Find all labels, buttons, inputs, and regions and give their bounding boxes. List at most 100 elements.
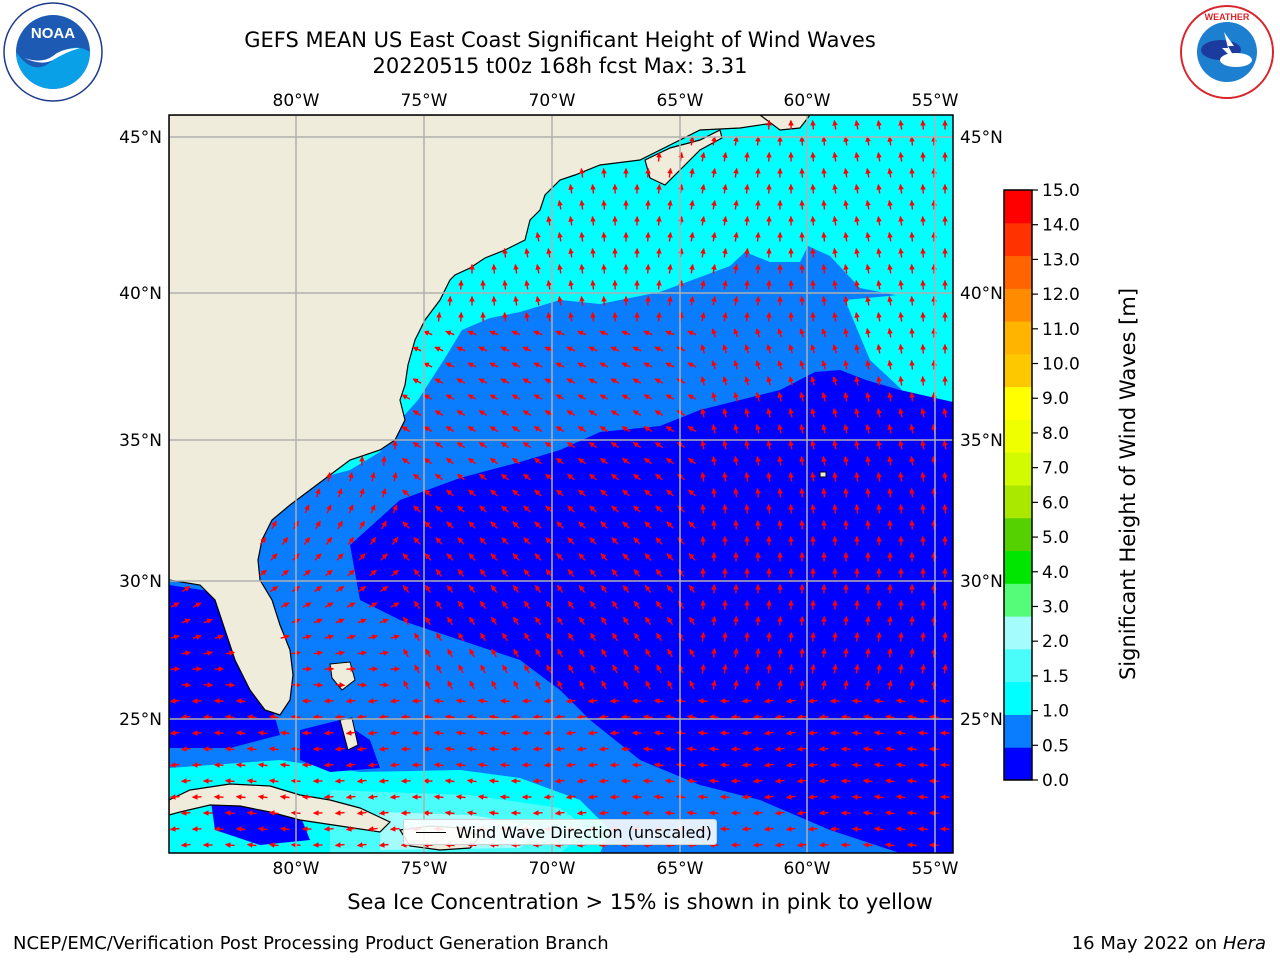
wind-wave-arrow [769,217,770,226]
wind-wave-arrow [534,717,543,718]
wind-wave-arrow [890,489,891,498]
wind-wave-arrow [655,765,664,766]
footer-date: 16 May 2022 on Hera [1072,933,1266,954]
wind-wave-arrow [813,313,814,322]
wind-wave-arrow [714,649,715,658]
wind-wave-arrow [725,505,726,514]
wind-wave-arrow [325,797,334,798]
lon-label: 70°W [529,91,576,111]
colorbar-tick-label: 10.0 [1042,355,1080,375]
wind-wave-arrow [813,121,814,130]
wind-wave-arrow [923,121,924,130]
wind-wave-arrow [501,797,510,798]
lon-labels-bottom: 80°W 75°W 70°W 65°W 60°W 55°W [273,859,959,879]
wind-wave-arrow [380,845,389,846]
wind-wave-arrow [490,717,499,718]
wind-wave-arrow [912,521,913,530]
wind-wave-arrow [802,297,803,306]
wind-wave-arrow [743,765,752,766]
wind-wave-arrow [182,749,191,750]
colorbar-segment [1004,583,1032,616]
wind-wave-arrow [644,781,653,782]
wind-wave-arrow [769,281,770,290]
wind-wave-arrow [604,233,605,242]
wind-wave-arrow [791,633,792,642]
wind-wave-arrow [593,217,594,226]
wind-wave-arrow [824,137,825,146]
wind-wave-arrow [923,249,924,258]
wind-wave-arrow [912,361,913,370]
colorbar-tick-label: 1.0 [1042,702,1069,722]
wind-wave-arrow [853,733,862,734]
wind-wave-arrow [747,633,748,642]
lon-label: 75°W [401,91,448,111]
wind-wave-arrow [754,717,763,718]
wind-wave-arrow [600,813,609,814]
wind-wave-arrow [945,505,946,514]
wind-wave-arrow [391,797,400,798]
wind-wave-arrow [648,297,649,306]
wind-wave-arrow [908,717,917,718]
wind-wave-arrow [802,649,803,658]
wind-wave-arrow [758,297,759,306]
colorbar-tick-label: 3.0 [1042,597,1069,617]
wind-wave-arrow [846,489,847,498]
wind-wave-arrow [758,617,759,626]
lat-labels-left: 45°N 40°N 35°N 30°N 25°N [119,128,162,730]
wind-wave-arrow [281,733,290,734]
wind-wave-arrow [912,233,913,242]
wind-wave-arrow [505,249,506,258]
wind-wave-arrow [758,233,759,242]
wind-wave-arrow [534,781,543,782]
wind-wave-arrow [446,781,455,782]
wind-wave-arrow [802,201,803,210]
wind-wave-arrow [835,505,836,514]
footer-credit: NCEP/EMC/Verification Post Processing Pr… [13,933,609,954]
lon-label: 65°W [657,859,704,879]
wind-wave-arrow [171,733,180,734]
wind-wave-arrow [809,701,818,702]
lon-label: 55°W [912,859,959,879]
map-area [169,115,953,853]
wind-wave-arrow [380,685,389,686]
wind-wave-arrow [864,717,873,718]
wind-wave-arrow [802,617,803,626]
wind-wave-arrow [908,781,917,782]
wind-wave-arrow [699,733,708,734]
colorbar-segment [1004,190,1032,223]
wind-wave-arrow [923,153,924,162]
wind-wave-arrow [890,617,891,626]
colorbar-segment [1004,747,1032,780]
wind-wave-arrow [182,685,191,686]
wind-wave-arrow [769,185,770,194]
colorbar-segment [1004,321,1032,354]
wind-wave-arrow [703,633,704,642]
wind-wave-arrow [919,733,928,734]
wind-wave-arrow [655,701,664,702]
wind-wave-arrow [736,489,737,498]
wind-wave-arrow [846,617,847,626]
wind-wave-arrow [534,749,543,750]
wind-wave-arrow [446,813,455,814]
wind-wave-arrow [923,217,924,226]
colorbar-tick-label: 9.0 [1042,389,1069,409]
wind-wave-arrow [593,249,594,258]
wind-wave-arrow [919,797,928,798]
wind-wave-arrow [919,829,928,830]
wind-wave-arrow [435,701,444,702]
wind-wave-arrow [754,845,763,846]
wind-wave-arrow [604,169,605,178]
wind-wave-arrow [912,265,913,274]
colorbar-segment [1004,649,1032,682]
wind-wave-arrow [824,489,825,498]
wind-wave-arrow [846,521,847,530]
wind-wave-arrow [802,233,803,242]
wind-wave-arrow [824,169,825,178]
legend-label: Wind Wave Direction (unscaled) [456,823,712,842]
wind-wave-arrow [747,217,748,226]
lat-label: 30°N [119,572,162,592]
colorbar-tick-label: 0.0 [1042,771,1069,791]
wind-wave-arrow [945,633,946,642]
colorbar-tick-label: 0.5 [1042,736,1069,756]
wind-wave-arrow [813,505,814,514]
